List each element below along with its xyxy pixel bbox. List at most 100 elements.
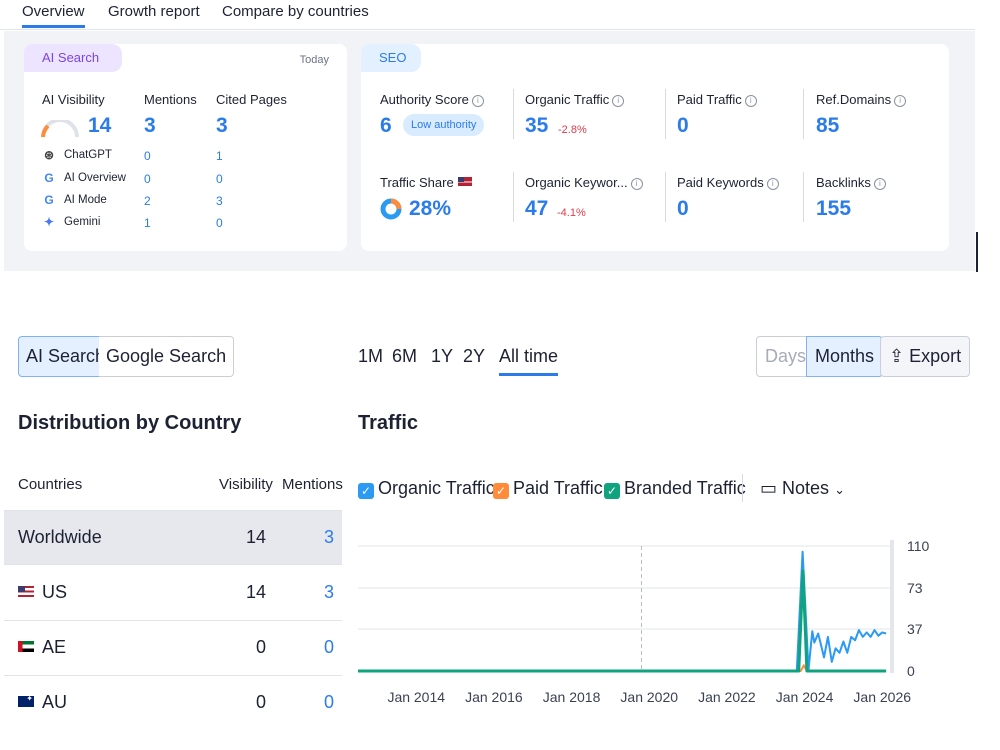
table-row[interactable]: Worldwide 14 3 xyxy=(4,510,342,565)
traffic-title: Traffic xyxy=(358,412,419,434)
table-row[interactable]: AE 0 0 xyxy=(4,621,342,676)
x-tick-label: Jan 2020 xyxy=(620,689,678,705)
paid-traffic-value[interactable]: 0 xyxy=(677,114,689,137)
y-tick-label: 37 xyxy=(907,621,923,637)
cited-pages-value[interactable]: 3 xyxy=(216,114,228,137)
period-1m[interactable]: 1M xyxy=(358,346,384,366)
ai-row-ai-mode-cited[interactable]: 3 xyxy=(216,194,223,208)
legend-paid-traffic[interactable]: ✓ Paid Traffic xyxy=(493,478,603,499)
series-line-organic-traffic xyxy=(358,550,887,672)
divider xyxy=(803,89,804,139)
chart-edge xyxy=(890,540,894,673)
authority-score-label: Authority Score i xyxy=(380,92,484,107)
tab-overview[interactable]: Overview xyxy=(22,3,85,28)
summary-panel: AI Search Today AI Visibility Mentions C… xyxy=(4,31,975,271)
ref-domains-label: Ref.Domains i xyxy=(816,92,907,107)
backlinks-label: Backlinks i xyxy=(816,175,886,190)
ref-domains-value[interactable]: 85 xyxy=(816,114,840,137)
period-6m[interactable]: 6M xyxy=(392,346,418,366)
seo-chip: SEO xyxy=(361,44,421,72)
organic-keywords-value[interactable]: 47 xyxy=(525,197,549,220)
traffic-chart: 110 73 37 0 Jan 2014 Jan 2016 Jan 2018 Jan 2020… xyxy=(358,538,930,705)
period-all-time[interactable]: All time xyxy=(499,346,559,376)
country-visibility: 0 xyxy=(255,692,266,712)
gemini-icon: ✦ xyxy=(43,215,55,229)
table-row[interactable]: AU 0 0 xyxy=(4,676,342,731)
country-name: Worldwide xyxy=(18,527,102,547)
country-name: AE xyxy=(18,637,66,658)
info-icon[interactable]: i xyxy=(744,95,757,107)
ai-visibility-value[interactable]: 14 xyxy=(88,114,112,137)
ai-row-chatgpt-cited[interactable]: 1 xyxy=(216,149,223,163)
info-icon[interactable]: i xyxy=(894,95,907,107)
google-icon: G xyxy=(44,171,54,185)
ai-row-ai-overview-mentions[interactable]: 0 xyxy=(144,172,151,186)
country-mentions[interactable]: 0 xyxy=(323,692,334,712)
days-button[interactable]: Days xyxy=(756,336,816,377)
country-mentions[interactable]: 3 xyxy=(323,582,334,602)
info-icon[interactable]: i xyxy=(471,95,484,107)
mentions-value[interactable]: 3 xyxy=(144,114,156,137)
country-visibility: 14 xyxy=(245,527,266,547)
checkbox-checked-icon[interactable]: ✓ xyxy=(493,483,509,499)
top-navigation: Overview Growth report Compare by countr… xyxy=(0,0,975,30)
organic-traffic-value[interactable]: 35 xyxy=(525,114,549,137)
checkbox-checked-icon[interactable]: ✓ xyxy=(604,483,620,499)
low-authority-badge: Low authority xyxy=(403,114,485,136)
divider xyxy=(665,89,666,139)
notes-dropdown[interactable]: ▭ Notes ⌄ xyxy=(760,478,845,498)
ai-row-ai-mode-mentions[interactable]: 2 xyxy=(144,194,151,208)
chatgpt-icon: ⊛ xyxy=(43,148,55,162)
date-label: Today xyxy=(299,54,329,66)
organic-keywords-delta: -4.1% xyxy=(557,207,586,219)
seo-card: SEO Authority Score i 6 Low authority Org… xyxy=(361,44,949,251)
tab-compare-by-countries[interactable]: Compare by countries xyxy=(222,3,369,20)
tab-growth-report[interactable]: Growth report xyxy=(108,3,200,20)
ai-row-ai-overview: AI Overview xyxy=(64,172,126,184)
table-row[interactable]: US 14 3 xyxy=(4,566,342,621)
legend-branded-traffic[interactable]: ✓ Branded Traffic xyxy=(604,478,746,499)
ai-search-toggle[interactable]: AI Search xyxy=(18,336,114,377)
ai-row-gemini-mentions[interactable]: 1 xyxy=(144,216,151,230)
google-search-toggle[interactable]: Google Search xyxy=(99,336,235,377)
traffic-share-label: Traffic Share xyxy=(380,175,472,190)
country-mentions[interactable]: 0 xyxy=(323,637,334,657)
ai-row-chatgpt: ChatGPT xyxy=(64,149,112,161)
export-button[interactable]: ⇪ Export xyxy=(880,336,971,377)
paid-keywords-value[interactable]: 0 xyxy=(677,197,689,220)
organic-keywords-label: Organic Keywor... i xyxy=(525,175,643,190)
ai-row-ai-mode: AI Mode xyxy=(64,194,107,206)
legend-organic-traffic[interactable]: ✓ Organic Traffic xyxy=(358,478,495,499)
period-1y[interactable]: 1Y xyxy=(431,346,454,366)
organic-traffic-label: Organic Traffic i xyxy=(525,92,625,107)
ai-row-ai-overview-cited[interactable]: 0 xyxy=(216,172,223,186)
visibility-gauge-icon xyxy=(41,120,79,138)
divider xyxy=(513,172,514,222)
ai-search-card: AI Search Today AI Visibility Mentions C… xyxy=(24,44,347,251)
export-label: Export xyxy=(909,346,962,366)
checkbox-checked-icon[interactable]: ✓ xyxy=(358,483,374,499)
period-2y[interactable]: 2Y xyxy=(463,346,486,366)
series-line-branded-traffic xyxy=(358,569,887,673)
info-icon[interactable]: i xyxy=(873,178,886,190)
months-button[interactable]: Months xyxy=(806,336,884,377)
traffic-share-value[interactable]: 28% xyxy=(409,197,452,220)
info-icon[interactable]: i xyxy=(612,95,625,107)
ai-visibility-label: AI Visibility xyxy=(42,92,105,107)
paid-keywords-label: Paid Keywords i xyxy=(677,175,779,190)
ae-flag-icon xyxy=(18,641,34,652)
backlinks-value[interactable]: 155 xyxy=(816,197,852,220)
col-mentions[interactable]: Mentions xyxy=(282,476,343,493)
traffic-share-donut-icon xyxy=(380,198,402,220)
ai-row-gemini-cited[interactable]: 0 xyxy=(216,216,223,230)
authority-score-value[interactable]: 6 xyxy=(380,114,392,137)
col-countries: Countries xyxy=(18,476,83,493)
country-mentions[interactable]: 3 xyxy=(323,527,334,547)
notes-icon: ▭ xyxy=(760,478,778,498)
x-tick-label: Jan 2024 xyxy=(776,689,834,705)
info-icon[interactable]: i xyxy=(630,178,643,190)
info-icon[interactable]: i xyxy=(766,178,779,190)
ai-search-chip: AI Search xyxy=(24,44,122,72)
ai-row-chatgpt-mentions[interactable]: 0 xyxy=(144,149,151,163)
col-visibility[interactable]: Visibility xyxy=(219,476,273,493)
